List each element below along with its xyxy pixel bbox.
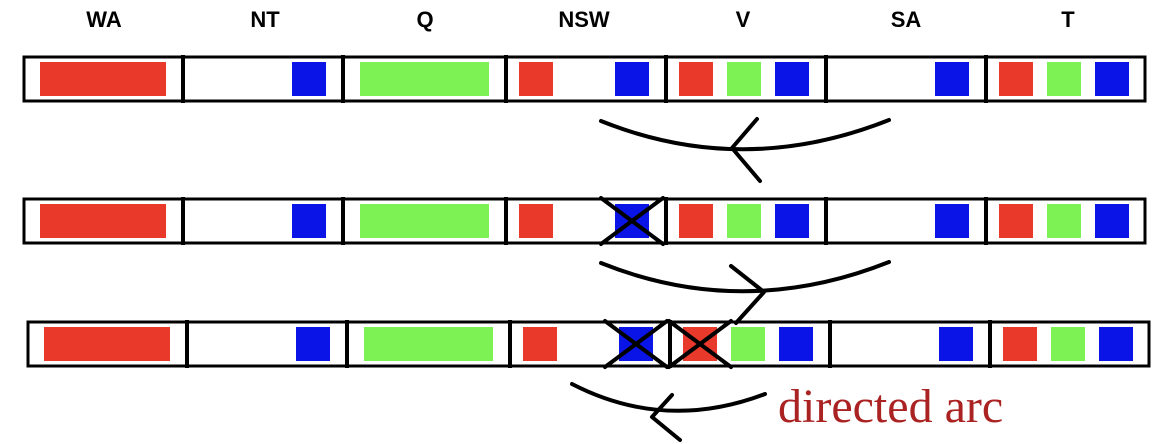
cell-wa <box>40 62 166 96</box>
row-frame <box>26 320 1151 368</box>
green-value <box>360 204 489 238</box>
green-value <box>360 62 489 96</box>
cell-nt <box>292 62 326 96</box>
arc-curve <box>599 260 891 294</box>
blue-value <box>615 62 649 96</box>
cell-sa <box>935 204 969 238</box>
cell-v <box>667 319 813 369</box>
blue-value <box>779 327 813 361</box>
cell-sa <box>935 62 969 96</box>
variable-headers: WA NT Q NSW V SA T <box>86 7 1075 32</box>
domain-row-2 <box>22 196 1147 246</box>
blue-value <box>1095 62 1129 96</box>
arcs <box>570 117 891 442</box>
green-value <box>1051 327 1085 361</box>
header-sa: SA <box>891 7 922 32</box>
cell-nsw <box>519 196 665 246</box>
red-value <box>679 62 713 96</box>
removed-value-cross <box>603 319 669 369</box>
header-v: V <box>736 7 751 32</box>
cell-nsw <box>523 319 669 369</box>
header-nt: NT <box>250 7 280 32</box>
arc-v-nsw <box>570 382 767 442</box>
domain-rows <box>22 55 1151 369</box>
blue-value <box>935 62 969 96</box>
red-value <box>519 204 553 238</box>
domain-row-1 <box>22 55 1147 103</box>
cell-t <box>999 62 1129 96</box>
red-value <box>523 327 557 361</box>
row-frame <box>22 55 1147 103</box>
red-value <box>519 62 553 96</box>
blue-value <box>775 204 809 238</box>
green-value <box>731 327 765 361</box>
cell-nt <box>292 204 326 238</box>
cell-q <box>360 62 489 96</box>
header-q: Q <box>416 7 433 32</box>
green-value <box>727 204 761 238</box>
red-value <box>999 204 1033 238</box>
cell-wa <box>40 204 166 238</box>
blue-value <box>296 327 330 361</box>
blue-value <box>292 204 326 238</box>
arrow-head <box>730 117 762 183</box>
cell-nt <box>296 327 330 361</box>
arc-curve <box>570 382 767 413</box>
blue-value <box>935 204 969 238</box>
header-wa: WA <box>86 7 122 32</box>
cell-t <box>999 204 1129 238</box>
red-value <box>40 204 166 238</box>
blue-value <box>1095 204 1129 238</box>
blue-value <box>1099 327 1133 361</box>
removed-value-cross <box>599 196 665 246</box>
cell-nsw <box>519 62 649 96</box>
arrow-head <box>729 264 766 325</box>
row-frame <box>22 197 1147 245</box>
cell-q <box>360 204 489 238</box>
domain-row-3 <box>26 319 1151 369</box>
directed-arc-caption: directed arc <box>778 380 1003 433</box>
blue-value <box>292 62 326 96</box>
blue-value <box>939 327 973 361</box>
cell-q <box>364 327 493 361</box>
green-value <box>727 62 761 96</box>
blue-value <box>775 62 809 96</box>
green-value <box>1047 62 1081 96</box>
cell-sa <box>939 327 973 361</box>
green-value <box>364 327 493 361</box>
arrow-head <box>650 393 682 442</box>
header-nsw: NSW <box>558 7 610 32</box>
arc-curve <box>599 118 891 152</box>
green-value <box>1047 204 1081 238</box>
cell-t <box>1003 327 1133 361</box>
red-value <box>679 204 713 238</box>
header-t: T <box>1061 7 1075 32</box>
cell-v <box>679 62 809 96</box>
red-value <box>44 327 170 361</box>
removed-value-cross <box>667 319 733 369</box>
red-value <box>40 62 166 96</box>
arc-sa-nsw <box>599 117 891 183</box>
red-value <box>1003 327 1037 361</box>
cell-wa <box>44 327 170 361</box>
cell-v <box>679 204 809 238</box>
red-value <box>999 62 1033 96</box>
arc-nsw-sa <box>599 260 891 325</box>
